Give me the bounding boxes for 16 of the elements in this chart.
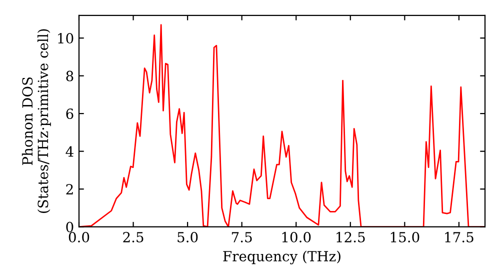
y-tick-label: 2 xyxy=(66,184,73,194)
y-tick-label: 0 xyxy=(66,222,74,232)
y-axis-title: Phonon DOS (States/THz·primitive cell) xyxy=(22,29,51,213)
x-tick-label: 2.5 xyxy=(123,232,144,242)
x-tick-label: 12.5 xyxy=(336,232,365,242)
x-tick-label: 7.5 xyxy=(232,232,252,242)
y-tick-label: 8 xyxy=(66,70,74,82)
x-tick-label: 17.5 xyxy=(445,232,474,242)
y-tick-label: 6 xyxy=(66,108,74,120)
y-tick-label: 4 xyxy=(66,146,74,157)
y-tick-label: 10 xyxy=(58,33,74,44)
x-tick-label: 15.0 xyxy=(390,232,420,242)
x-tick-label: 10.0 xyxy=(282,232,311,242)
x-tick-label: 5.0 xyxy=(178,232,198,242)
x-tick-label: 0.0 xyxy=(68,232,90,242)
x-axis-title: Frequency (THz) xyxy=(223,250,340,264)
